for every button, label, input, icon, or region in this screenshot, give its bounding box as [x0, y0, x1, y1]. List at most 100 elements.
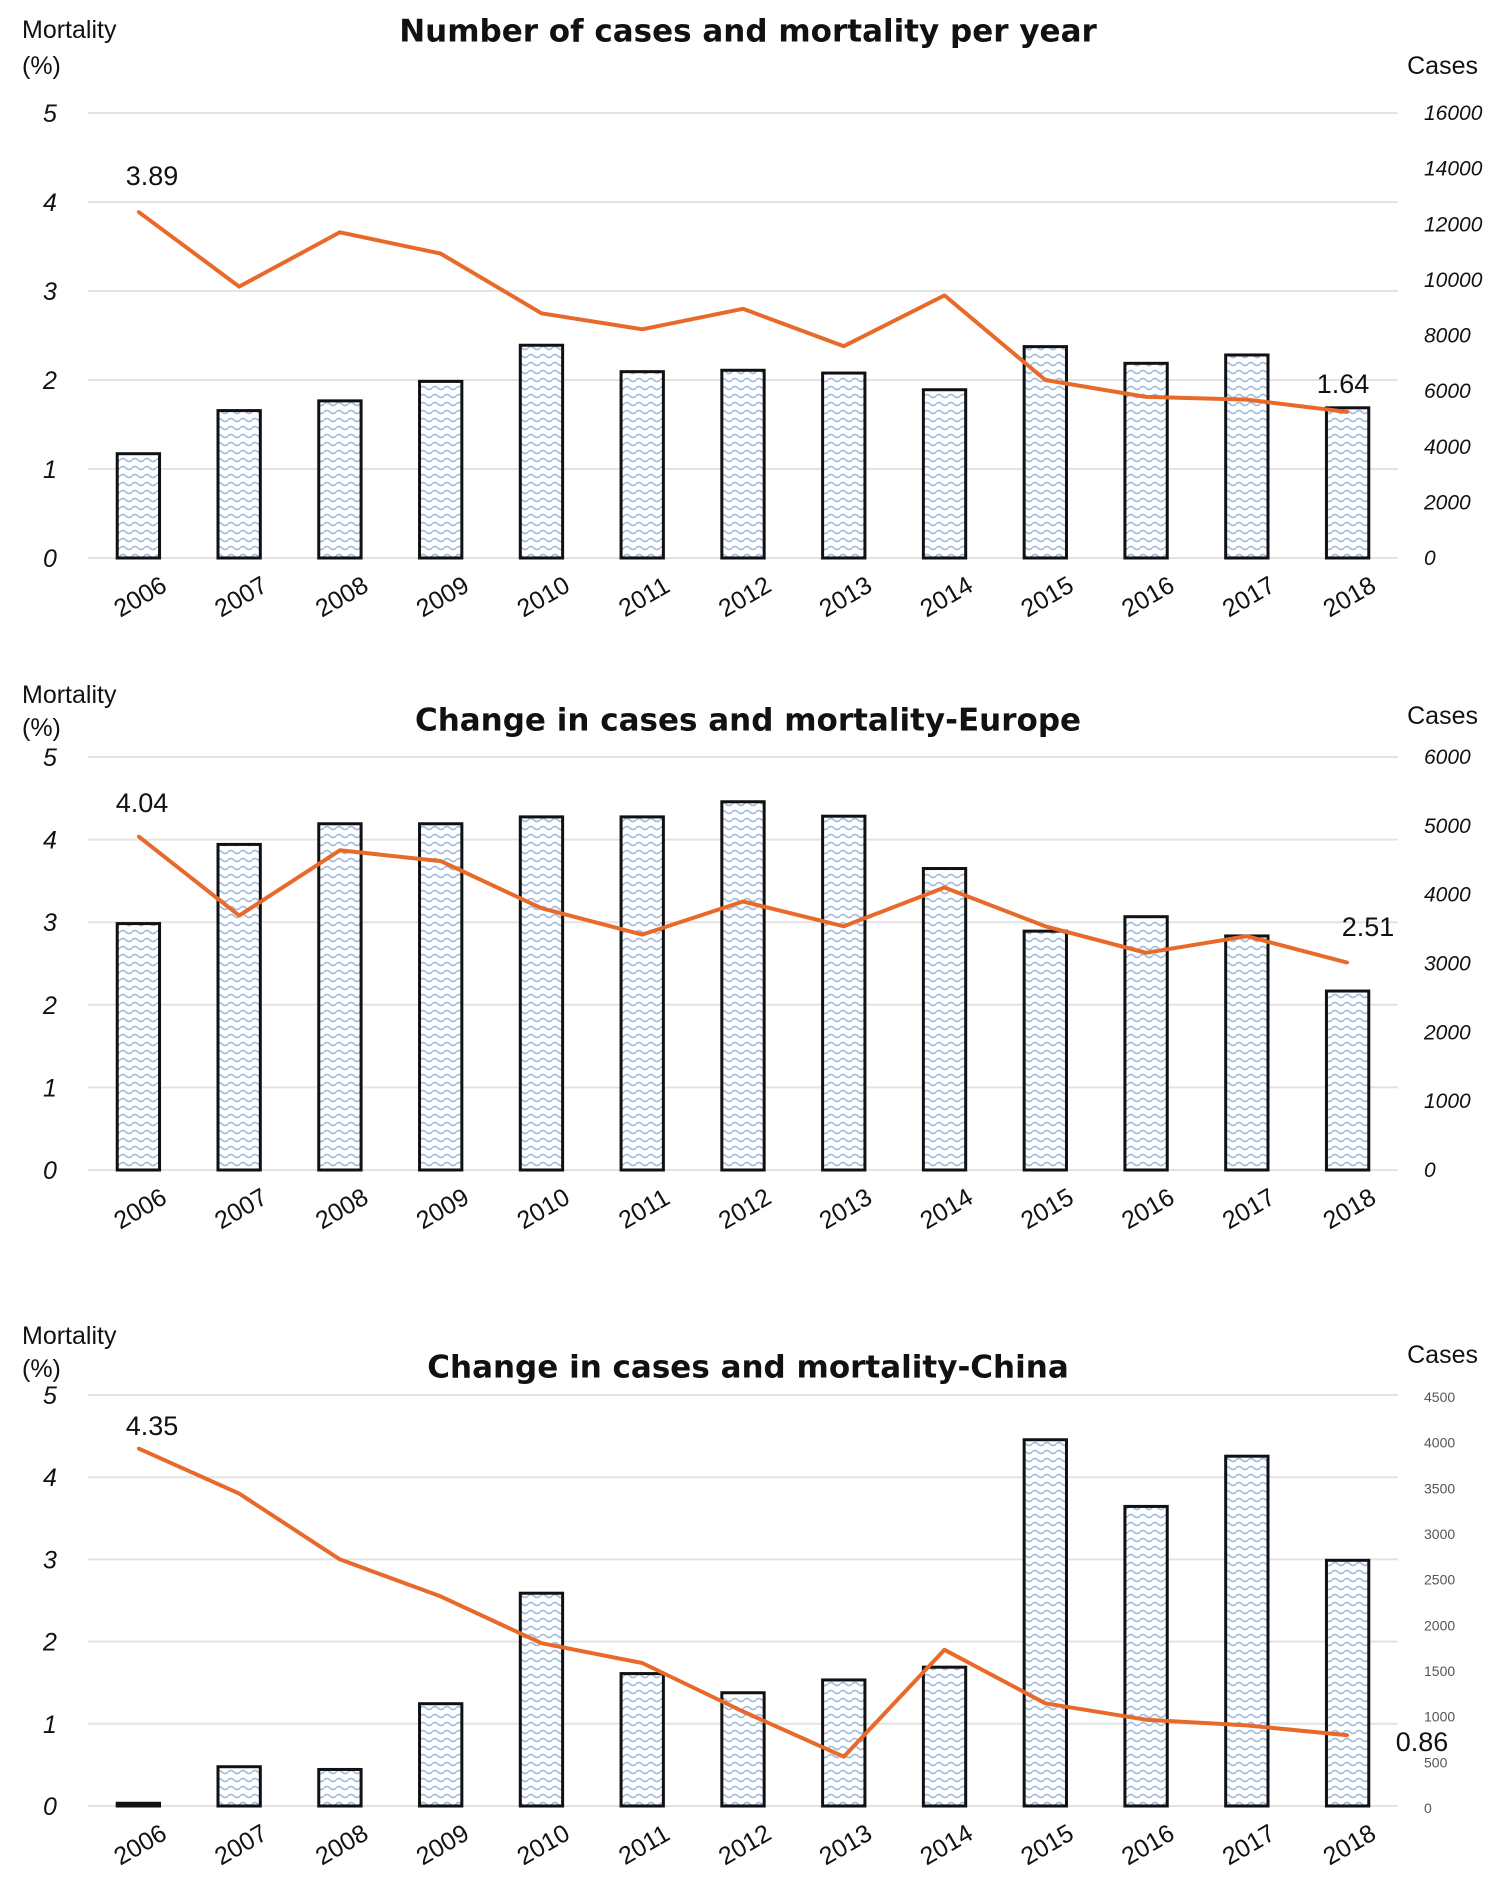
- y-tick-label: 2: [42, 1629, 57, 1657]
- mortality-point-2015: [1043, 1701, 1047, 1705]
- x-tick-label: 2009: [412, 1183, 474, 1235]
- bar-2012: [720, 800, 766, 1172]
- bar-2006: [115, 452, 162, 560]
- y-tick-label: 1: [43, 1074, 57, 1102]
- bar-2010: [518, 343, 565, 560]
- chart-title: Number of cases and mortality per year: [399, 14, 1097, 50]
- mortality-point-2009: [439, 252, 443, 256]
- bar-2017: [1224, 353, 1270, 560]
- bar-2013: [821, 371, 867, 560]
- bar-2008: [317, 399, 363, 560]
- y-axis-label-unit: (%): [22, 52, 61, 80]
- x-tick-label: 2012: [714, 1819, 776, 1871]
- data-label: 4.04: [116, 788, 169, 818]
- y2-tick-label: 4000: [1424, 884, 1471, 907]
- bar-2010: [518, 1591, 565, 1808]
- bar-2011: [619, 815, 665, 1172]
- mortality-point-2018: [1346, 1733, 1350, 1737]
- y2-tick-label: 2000: [1423, 1021, 1471, 1044]
- mortality-point-2016: [1144, 951, 1148, 955]
- y2-axis-label: Cases: [1407, 1341, 1478, 1369]
- mortality-point-2012: [741, 1709, 745, 1713]
- mortality-point-2013: [842, 924, 846, 928]
- y2-tick-label: 14000: [1424, 158, 1483, 181]
- mortality-point-2008: [338, 1557, 342, 1561]
- y-tick-label: 4: [43, 1464, 57, 1492]
- x-tick-label: 2011: [614, 572, 675, 623]
- y-axis-label: Mortality: [22, 1322, 117, 1350]
- x-tick-label: 2010: [512, 1819, 574, 1871]
- x-tick-label: 2007: [210, 1819, 272, 1871]
- bar-2018: [1324, 1558, 1371, 1808]
- x-tick-label: 2008: [311, 1183, 373, 1235]
- bar-2008: [317, 1767, 363, 1808]
- y2-tick-label: 4000: [1424, 436, 1471, 459]
- bar-2007: [216, 409, 262, 560]
- mortality-point-2013: [842, 344, 846, 348]
- bar-2009: [418, 1702, 464, 1808]
- x-tick-label: 2018: [1319, 571, 1381, 623]
- mortality-point-2015: [1043, 924, 1047, 928]
- bar-2015: [1022, 929, 1068, 1172]
- y2-tick-label: 2000: [1424, 1617, 1455, 1633]
- x-tick-label: 2014: [915, 1819, 977, 1871]
- x-tick-label: 2017: [1218, 1183, 1280, 1235]
- y2-tick-label: 5000: [1424, 815, 1471, 838]
- bar-2007: [216, 1765, 262, 1808]
- bar-2013: [821, 814, 867, 1172]
- x-tick-label: 2016: [1117, 571, 1179, 623]
- mortality-point-2015: [1043, 378, 1047, 382]
- y2-axis-label: Cases: [1407, 52, 1478, 80]
- y-tick-label: 2: [42, 992, 57, 1020]
- mortality-point-2017: [1245, 1723, 1249, 1727]
- y2-tick-label: 3500: [1424, 1480, 1455, 1496]
- bar-2010: [518, 815, 565, 1172]
- x-tick-label: 2016: [1117, 1183, 1179, 1235]
- y2-tick-label: 8000: [1424, 325, 1471, 348]
- x-tick-label: 2007: [210, 1183, 272, 1235]
- x-tick-label: 2015: [1016, 571, 1078, 623]
- x-tick-label: 2015: [1016, 1819, 1078, 1871]
- x-tick-label: 2016: [1117, 1819, 1179, 1871]
- data-label: 4.35: [126, 1411, 179, 1441]
- y2-tick-label: 1000: [1424, 1090, 1471, 1113]
- y-tick-label: 0: [43, 1793, 57, 1821]
- y-tick-label: 0: [43, 545, 57, 573]
- mortality-point-2007: [237, 914, 241, 918]
- chart-panel-1: Number of cases and mortality per year Mo…: [22, 14, 1483, 624]
- chart-panel-2: Change in cases and mortality-Europe Mort…: [22, 681, 1478, 1235]
- mortality-point-2016: [1144, 395, 1148, 399]
- x-tick-label: 2012: [714, 571, 776, 623]
- y-tick-label: 3: [43, 909, 57, 937]
- mortality-point-2006: [136, 210, 140, 214]
- y2-tick-label: 0: [1424, 1159, 1436, 1182]
- y-tick-label: 3: [43, 278, 57, 306]
- x-tick-label: 2008: [311, 1819, 373, 1871]
- y-axis-label-unit: (%): [22, 1355, 61, 1383]
- y2-tick-label: 2000: [1423, 491, 1471, 514]
- x-tick-label: 2006: [109, 1183, 171, 1235]
- x-tick-label: 2007: [210, 571, 272, 623]
- y-tick-label: 5: [43, 744, 57, 772]
- mortality-point-2010: [539, 1641, 543, 1645]
- mortality-point-2009: [439, 859, 443, 863]
- x-tick-label: 2013: [815, 1183, 877, 1235]
- bar-2014: [921, 867, 968, 1172]
- y-tick-label: 3: [43, 1546, 57, 1574]
- x-tick-label: 2015: [1016, 1183, 1078, 1235]
- mortality-point-2016: [1144, 1718, 1148, 1722]
- x-tick-label: 2018: [1319, 1819, 1381, 1871]
- x-tick-label: 2011: [614, 1820, 675, 1871]
- x-tick-label: 2008: [311, 571, 373, 623]
- bar-2006: [115, 922, 162, 1172]
- y-axis-label: Mortality: [22, 16, 117, 44]
- mortality-point-2012: [741, 900, 745, 904]
- y-tick-label: 0: [43, 1157, 57, 1185]
- bar-2016: [1123, 915, 1169, 1172]
- mortality-point-2013: [842, 1755, 846, 1759]
- y2-tick-label: 3000: [1424, 953, 1471, 976]
- mortality-point-2017: [1245, 934, 1249, 938]
- x-tick-label: 2017: [1218, 571, 1280, 623]
- mortality-point-2018: [1346, 410, 1350, 414]
- y2-tick-label: 12000: [1424, 213, 1483, 236]
